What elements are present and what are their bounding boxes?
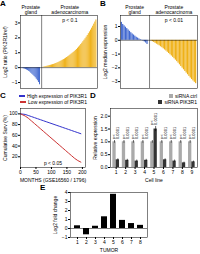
svg-text:p<0.0001: p<0.0001 <box>178 126 187 139</box>
svg-text:4: 4 <box>103 239 106 245</box>
svg-text:Relative expression: Relative expression <box>92 116 98 160</box>
svg-text:2: 2 <box>65 207 68 213</box>
svg-text:7: 7 <box>172 169 175 175</box>
svg-text:Cumulative Surv (%): Cumulative Surv (%) <box>2 115 8 161</box>
svg-text:1.5: 1.5 <box>101 126 108 132</box>
svg-text:p < 0.01: p < 0.01 <box>165 17 183 23</box>
svg-text:−1: −1 <box>12 79 18 85</box>
svg-text:0.0: 0.0 <box>101 164 108 170</box>
svg-text:100: 100 <box>9 110 18 116</box>
svg-text:6: 6 <box>121 239 124 245</box>
html-text:A: A <box>0 0 6 8</box>
svg-text:3: 3 <box>94 239 97 245</box>
svg-text:2: 2 <box>124 169 127 175</box>
svg-text:1: 1 <box>65 216 68 222</box>
html-text:E: E <box>40 183 46 192</box>
svg-text:0.5: 0.5 <box>101 151 108 157</box>
svg-text:Prostateadenocarcinoma: Prostateadenocarcinoma <box>155 4 192 15</box>
svg-text:Log2 median expression: Log2 median expression <box>102 25 108 80</box>
svg-text:2.0: 2.0 <box>101 113 108 119</box>
svg-text:p<0.0001: p<0.0001 <box>168 126 177 139</box>
svg-text:TUMOR: TUMOR <box>100 247 119 253</box>
html-text:D: D <box>90 91 96 100</box>
svg-text:150: 150 <box>63 169 72 175</box>
svg-text:−1: −1 <box>62 234 68 240</box>
html-text:siRNA PIK3R1: siRNA PIK3R1 <box>164 99 197 105</box>
svg-text:−2: −2 <box>112 64 118 70</box>
svg-text:4: 4 <box>65 189 68 195</box>
svg-text:5: 5 <box>112 239 115 245</box>
svg-text:3: 3 <box>65 198 68 204</box>
svg-text:0: 0 <box>19 169 22 175</box>
svg-text:0: 0 <box>115 37 118 43</box>
svg-text:9: 9 <box>190 169 193 175</box>
svg-text:3: 3 <box>15 20 18 26</box>
svg-text:0: 0 <box>15 64 18 70</box>
svg-text:−3: −3 <box>112 78 118 84</box>
svg-text:1: 1 <box>15 49 18 55</box>
svg-text:p<0.0001: p<0.0001 <box>111 126 120 139</box>
svg-text:1: 1 <box>115 23 118 29</box>
html-text:High expression of PIK3R1: High expression of PIK3R1 <box>27 93 87 99</box>
svg-text:0: 0 <box>65 225 68 231</box>
svg-text:Prostategland: Prostategland <box>125 4 144 15</box>
svg-text:p<0.0001: p<0.0001 <box>121 126 130 139</box>
svg-text:2: 2 <box>15 34 18 40</box>
svg-text:6: 6 <box>162 169 165 175</box>
html-text:B: B <box>100 0 106 8</box>
svg-text:2: 2 <box>85 239 88 245</box>
svg-text:20: 20 <box>12 153 18 159</box>
svg-text:MONTHS (GSE16560 / 1796): MONTHS (GSE16560 / 1796) <box>20 177 86 183</box>
svg-text:Log2 ratio (PIK3R1/ref): Log2 ratio (PIK3R1/ref) <box>2 26 8 78</box>
svg-text:8: 8 <box>139 239 142 245</box>
svg-text:40: 40 <box>12 143 18 149</box>
svg-text:3: 3 <box>134 169 137 175</box>
svg-text:4: 4 <box>143 169 146 175</box>
svg-text:p<0.0001: p<0.0001 <box>187 126 196 139</box>
svg-text:p < 0.1: p < 0.1 <box>62 17 78 23</box>
svg-text:100: 100 <box>47 169 56 175</box>
svg-text:Prostategland: Prostategland <box>21 4 40 15</box>
html-text:siRNA ctrl: siRNA ctrl <box>175 93 197 99</box>
html-text:Low expression of PIK3R1: Low expression of PIK3R1 <box>28 99 87 105</box>
svg-text:p<0.0001: p<0.0001 <box>149 112 158 125</box>
svg-text:Log2 fold change: Log2 fold change <box>52 196 58 235</box>
svg-text:−1: −1 <box>112 51 118 57</box>
svg-text:200: 200 <box>78 169 87 175</box>
svg-text:Prostateadenocarcinoma: Prostateadenocarcinoma <box>51 4 88 15</box>
svg-text:p < 0.05: p < 0.05 <box>44 160 62 166</box>
svg-text:5: 5 <box>153 169 156 175</box>
svg-text:7: 7 <box>130 239 133 245</box>
svg-text:80: 80 <box>12 121 18 127</box>
svg-text:60: 60 <box>12 132 18 138</box>
svg-text:1: 1 <box>76 239 79 245</box>
html-text:C: C <box>0 91 6 100</box>
svg-text:Cell line: Cell line <box>145 177 163 183</box>
svg-text:1: 1 <box>115 169 118 175</box>
svg-text:p<0.0001: p<0.0001 <box>140 126 149 139</box>
svg-text:50: 50 <box>33 169 39 175</box>
svg-text:8: 8 <box>181 169 184 175</box>
svg-text:p<0.0001: p<0.0001 <box>130 126 139 139</box>
svg-text:p<0.0001: p<0.0001 <box>159 126 168 139</box>
svg-text:1.0: 1.0 <box>101 138 108 144</box>
